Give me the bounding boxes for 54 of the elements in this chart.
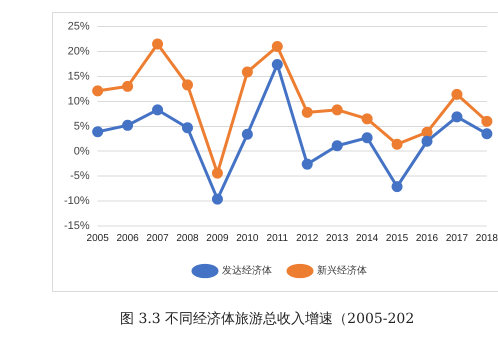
point xyxy=(302,106,313,118)
point xyxy=(362,132,373,144)
y-tick-label: 15% xyxy=(68,70,90,82)
y-tick-label: 25% xyxy=(68,20,90,33)
point xyxy=(451,111,462,122)
y-tick-label: 0% xyxy=(74,145,90,158)
y-tick-label: -10% xyxy=(64,195,90,208)
point xyxy=(242,128,253,140)
x-tick-label: 2010 xyxy=(236,232,259,244)
point xyxy=(152,104,164,116)
point xyxy=(272,41,283,52)
point xyxy=(362,113,373,124)
point xyxy=(152,38,164,50)
point xyxy=(92,85,104,96)
x-tick-label: 2013 xyxy=(326,232,349,244)
point xyxy=(212,194,223,205)
y-tick-label: 10% xyxy=(68,95,90,108)
y-tick-label: 5% xyxy=(74,120,90,132)
point xyxy=(182,79,193,90)
x-tick-label: 2016 xyxy=(416,232,439,244)
y-tick-label: -5% xyxy=(70,170,90,182)
point xyxy=(122,120,134,131)
x-tick-label: 2006 xyxy=(116,232,140,244)
point xyxy=(481,128,492,140)
point xyxy=(212,168,223,179)
point xyxy=(242,66,253,78)
x-tick-label: 2011 xyxy=(266,232,288,244)
point xyxy=(451,88,462,100)
legend-label: 新兴经济体 xyxy=(317,264,367,277)
point xyxy=(332,140,343,152)
x-tick-label: 2008 xyxy=(176,232,200,244)
x-tick-label: 2007 xyxy=(146,232,170,244)
x-tick-label: 2012 xyxy=(296,232,319,244)
point xyxy=(122,80,134,92)
x-tick-label: 2018 xyxy=(476,232,498,244)
text: 图 3.3 不同经济体旅游总收入增速（2005-202 xyxy=(120,310,414,328)
point xyxy=(422,126,432,138)
legend-label: 发达经济体 xyxy=(222,264,272,277)
point xyxy=(182,122,193,134)
x-tick-label: 2015 xyxy=(386,232,409,244)
x-tick-label: 2005 xyxy=(86,232,110,244)
y-tick-label: -15% xyxy=(64,220,90,232)
point xyxy=(481,116,492,127)
x-tick-label: 2017 xyxy=(446,232,468,244)
point xyxy=(92,126,104,138)
point xyxy=(392,138,403,150)
point xyxy=(272,58,283,70)
point xyxy=(332,104,343,116)
x-tick-label: 2014 xyxy=(356,232,379,244)
point xyxy=(422,136,432,147)
point xyxy=(392,181,403,192)
x-tick-label: 2009 xyxy=(206,232,229,244)
point xyxy=(302,158,313,170)
y-tick-label: 20% xyxy=(68,46,90,58)
